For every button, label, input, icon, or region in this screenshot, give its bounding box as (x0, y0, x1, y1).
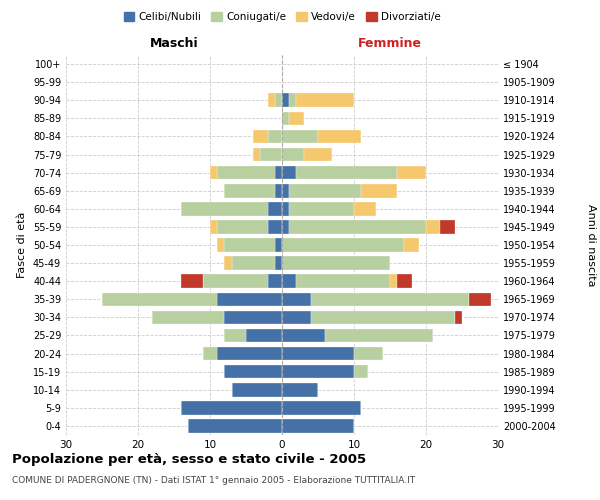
Bar (217, 166, 275, 179)
Bar (268, 94, 275, 107)
Bar (282, 166, 296, 179)
Bar (296, 94, 354, 107)
Bar (361, 184, 397, 198)
Bar (282, 328, 325, 342)
Bar (260, 148, 282, 162)
Bar (275, 256, 282, 270)
Bar (282, 383, 318, 396)
Text: Popolazione per età, sesso e stato civile - 2005: Popolazione per età, sesso e stato civil… (12, 452, 366, 466)
Bar (224, 256, 232, 270)
Bar (282, 202, 289, 215)
Bar (181, 202, 268, 215)
Bar (390, 274, 397, 288)
Bar (440, 220, 455, 234)
Bar (181, 274, 203, 288)
Bar (102, 292, 217, 306)
Text: Maschi: Maschi (149, 36, 199, 50)
Bar (289, 220, 426, 234)
Bar (282, 112, 289, 125)
Bar (289, 112, 304, 125)
Bar (469, 292, 491, 306)
Bar (246, 328, 282, 342)
Bar (397, 274, 412, 288)
Bar (354, 347, 383, 360)
Bar (268, 202, 282, 215)
Bar (397, 166, 426, 179)
Bar (282, 130, 318, 143)
Bar (311, 292, 469, 306)
Bar (282, 419, 354, 432)
Bar (289, 184, 361, 198)
Legend: Celibi/Nubili, Coniugati/e, Vedovi/e, Divorziati/e: Celibi/Nubili, Coniugati/e, Vedovi/e, Di… (119, 8, 445, 26)
Bar (253, 130, 268, 143)
Bar (268, 220, 282, 234)
Bar (232, 256, 275, 270)
Bar (282, 256, 390, 270)
Bar (289, 94, 296, 107)
Bar (282, 94, 289, 107)
Bar (152, 310, 224, 324)
Bar (282, 238, 404, 252)
Y-axis label: Fasce di età: Fasce di età (17, 212, 27, 278)
Bar (325, 328, 433, 342)
Bar (311, 310, 455, 324)
Bar (224, 328, 246, 342)
Bar (304, 148, 332, 162)
Text: COMUNE DI PADERGNONE (TN) - Dati ISTAT 1° gennaio 2005 - Elaborazione TUTTITALIA: COMUNE DI PADERGNONE (TN) - Dati ISTAT 1… (12, 476, 415, 485)
Bar (217, 220, 268, 234)
Bar (354, 202, 376, 215)
Bar (217, 347, 282, 360)
Bar (455, 310, 462, 324)
Bar (275, 166, 282, 179)
Bar (282, 347, 354, 360)
Bar (282, 220, 289, 234)
Bar (203, 347, 217, 360)
Bar (224, 184, 275, 198)
Bar (217, 292, 282, 306)
Bar (188, 419, 282, 432)
Bar (275, 184, 282, 198)
Bar (181, 401, 282, 414)
Bar (282, 310, 311, 324)
Bar (282, 292, 311, 306)
Bar (318, 130, 361, 143)
Bar (210, 220, 217, 234)
Bar (224, 238, 275, 252)
Bar (232, 383, 282, 396)
Bar (275, 94, 282, 107)
Bar (282, 184, 289, 198)
Bar (296, 166, 397, 179)
Bar (210, 166, 217, 179)
Bar (289, 202, 354, 215)
Bar (203, 274, 268, 288)
Bar (253, 148, 260, 162)
Bar (224, 365, 282, 378)
Bar (404, 238, 419, 252)
Text: Femmine: Femmine (358, 36, 422, 50)
Text: Anni di nascita: Anni di nascita (586, 204, 596, 286)
Bar (354, 365, 368, 378)
Bar (268, 274, 282, 288)
Bar (224, 310, 282, 324)
Bar (217, 238, 224, 252)
Bar (426, 220, 440, 234)
Bar (282, 401, 361, 414)
Bar (268, 130, 282, 143)
Bar (282, 365, 354, 378)
Bar (275, 238, 282, 252)
Bar (282, 274, 296, 288)
Bar (296, 274, 390, 288)
Bar (282, 148, 304, 162)
